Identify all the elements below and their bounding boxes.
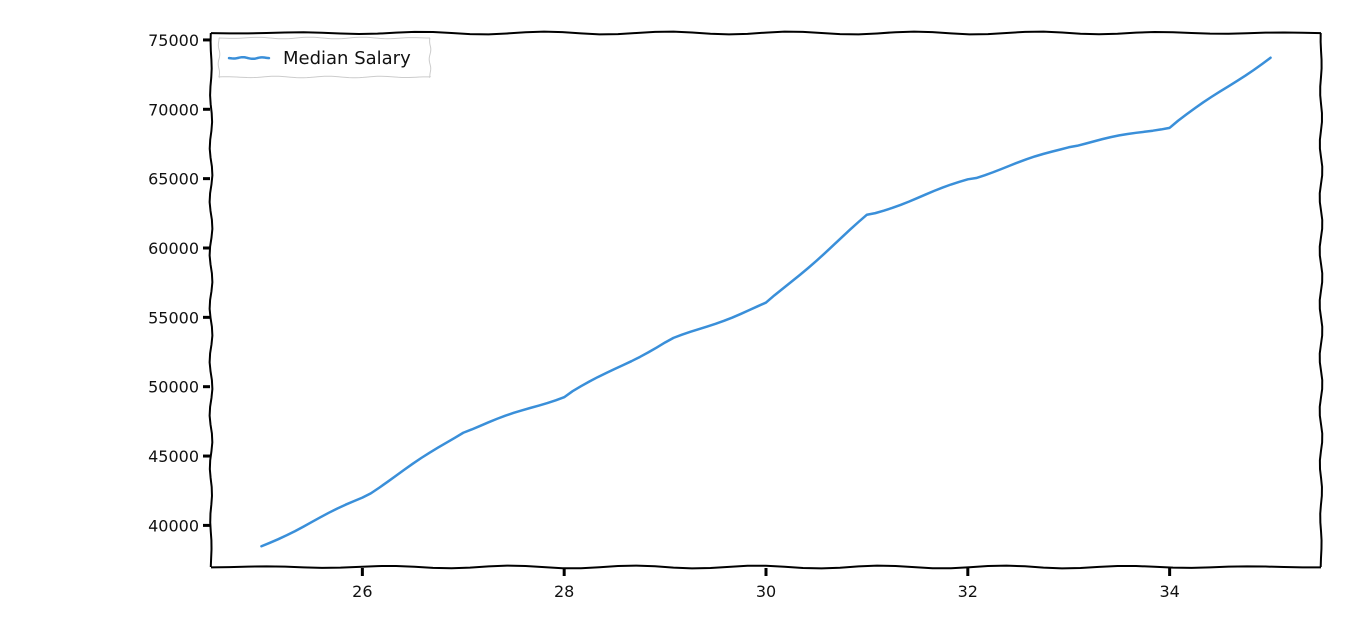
axis-spine-left [208,32,214,568]
legend-swatch [227,55,271,61]
x-tick-label: 32 [958,582,978,601]
legend-label: Median Salary [283,48,411,69]
y-tick-label: 55000 [148,308,199,327]
axes-frame [208,30,1324,570]
axis-spine-bottom [210,564,1322,570]
y-axis: 40000 45000 50000 55000 60000 65000 70000 75000 [148,31,210,535]
y-tick-label: 75000 [148,31,199,50]
axis-spine-right [1318,32,1324,568]
y-tick-label: 70000 [148,100,199,119]
series-line-median-salary [260,56,1272,548]
y-tick-label: 60000 [148,239,199,258]
y-tick-label: 50000 [148,378,199,397]
plot-area [260,56,1272,548]
x-tick-label: 30 [756,582,776,601]
y-tick-label: 45000 [148,447,199,466]
legend-box [217,36,432,79]
y-tick-label: 65000 [148,170,199,189]
x-tick-label: 28 [554,582,574,601]
x-tick-label: 34 [1159,582,1179,601]
axis-spine-top [210,30,1322,36]
y-tick-label: 40000 [148,516,199,535]
x-axis: 26 28 30 32 34 [352,568,1180,601]
x-tick-label: 26 [352,582,372,601]
legend: Median Salary [217,36,432,79]
